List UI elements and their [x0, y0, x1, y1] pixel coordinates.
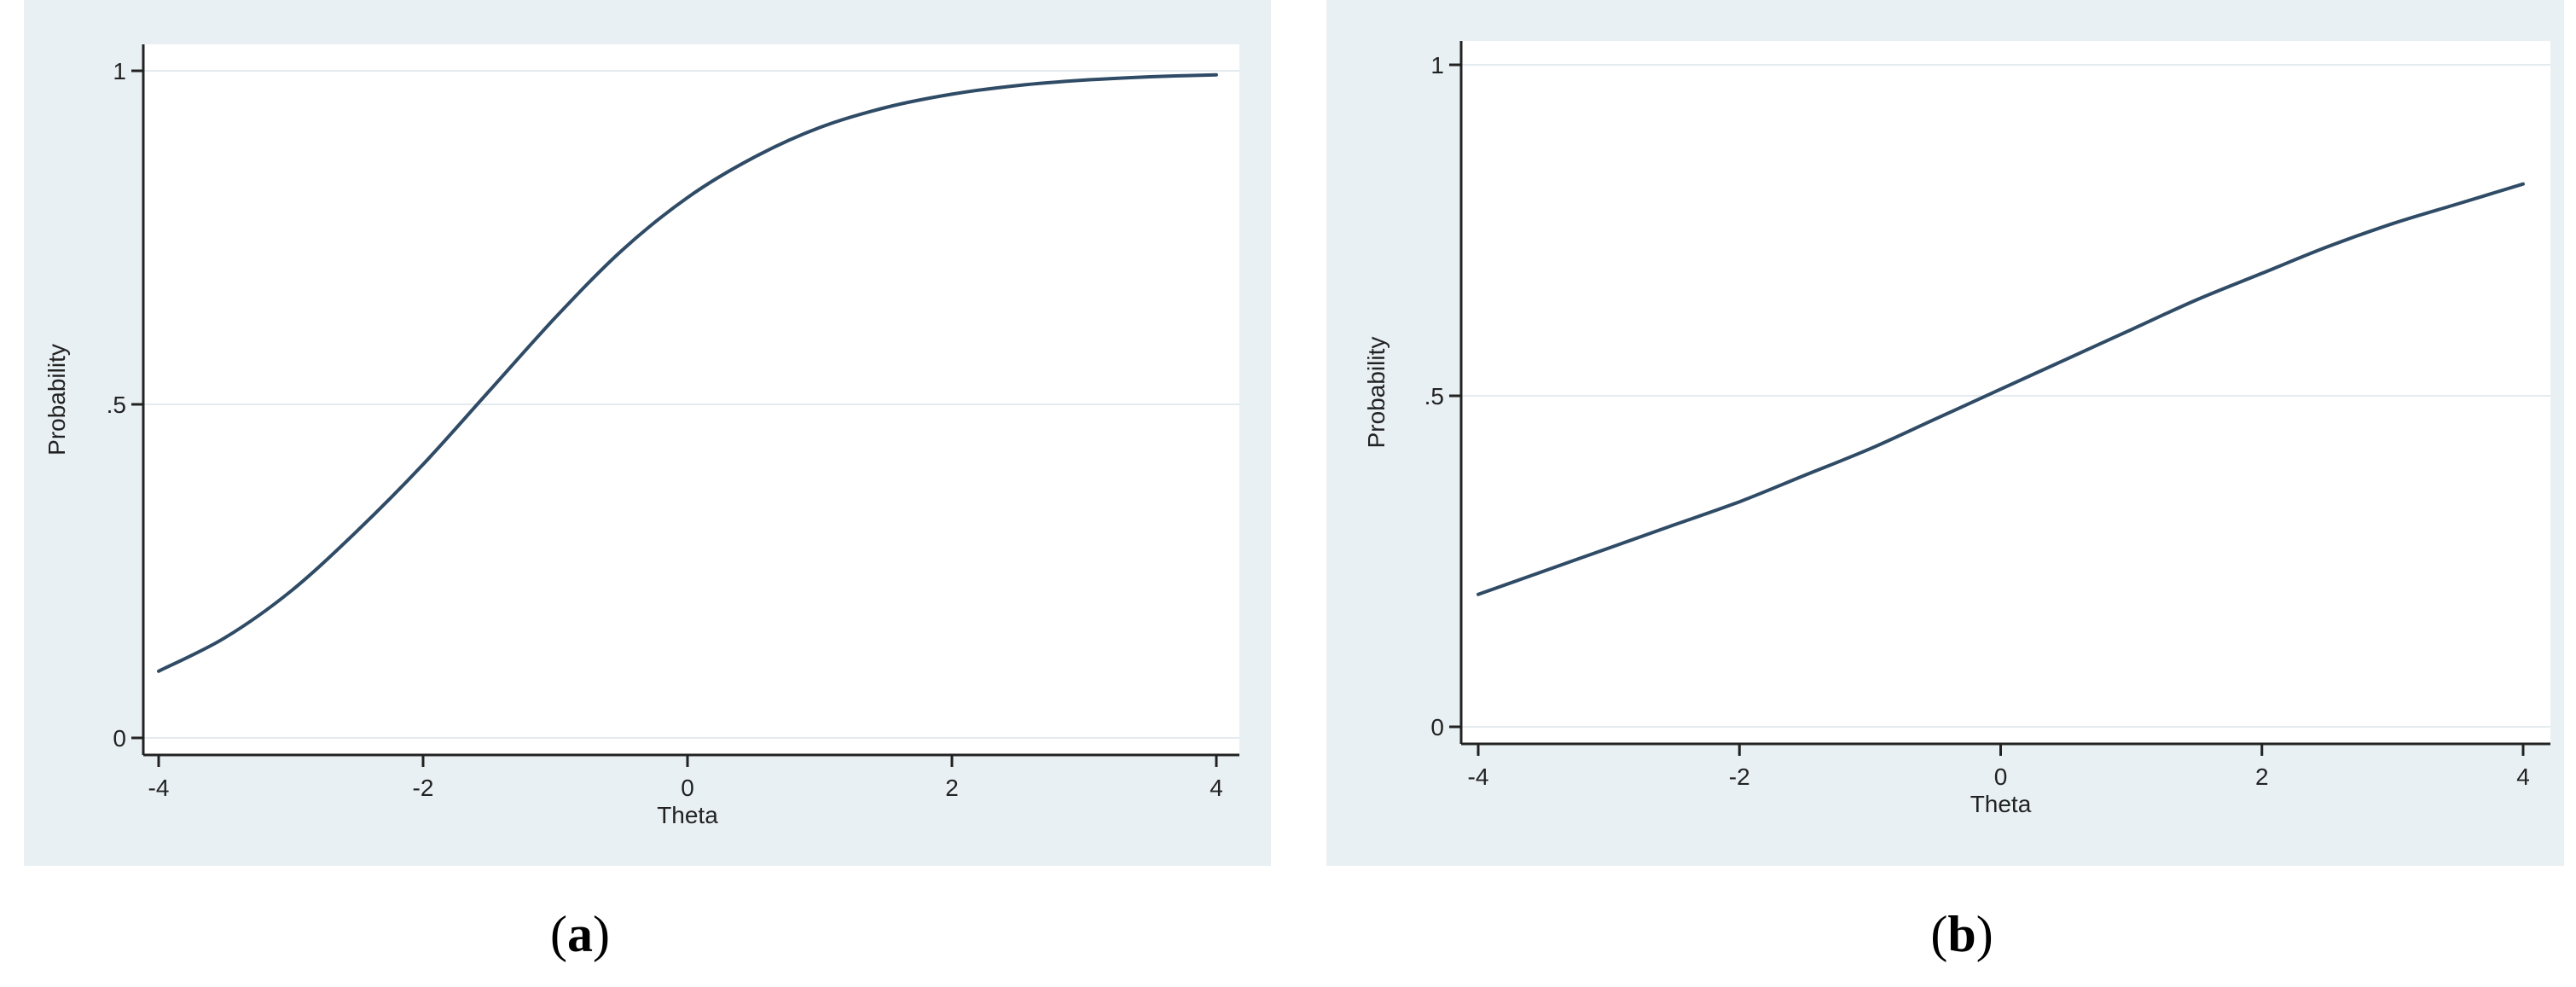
- probability-curve: [157, 73, 1218, 673]
- y-axis-title: Probability: [1363, 337, 1390, 449]
- x-tick-label: -2: [413, 775, 434, 801]
- chart-svg-b: 0 .5 1 -4 -2 0 2 4 Theta Probability: [1363, 41, 2550, 817]
- x-tick-label: 0: [681, 775, 694, 801]
- x-tick-label: 4: [2516, 763, 2530, 790]
- y-tick-label: 0: [1430, 714, 1444, 740]
- y-tick-label: 0: [113, 725, 126, 752]
- caption-b: (b): [1930, 906, 1993, 962]
- x-tick-label: 2: [945, 775, 959, 801]
- chart-panel-b: 0 .5 1 -4 -2 0 2 4 Theta Probability: [1326, 0, 2564, 866]
- y-tick-label: 1: [113, 58, 126, 84]
- chart-svg-a: 0 .5 1 -4 -2 0 2 4 Theta Probability: [44, 44, 1239, 828]
- x-axis-title: Theta: [1970, 791, 2032, 817]
- y-axis-title: Probability: [44, 344, 70, 456]
- x-tick-label: -4: [1468, 763, 1489, 790]
- x-tick-label: 0: [1994, 763, 2008, 790]
- x-tick-label: -2: [1729, 763, 1750, 790]
- chart-panel-a: 0 .5 1 -4 -2 0 2 4 Theta Probability: [24, 0, 1271, 866]
- caption-letter-a: a: [567, 906, 593, 962]
- y-tick-label: .5: [1424, 383, 1444, 409]
- y-tick-label: 1: [1430, 52, 1444, 78]
- plot-region: [143, 44, 1239, 755]
- caption-a: (a): [550, 906, 610, 962]
- x-axis-title: Theta: [657, 802, 718, 828]
- y-tick-label: .5: [107, 392, 126, 418]
- probability-curve: [1477, 182, 2525, 596]
- caption-letter-b: b: [1947, 906, 1976, 962]
- x-tick-label: 2: [2255, 763, 2269, 790]
- x-tick-label: -4: [148, 775, 170, 801]
- x-tick-label: 4: [1210, 775, 1223, 801]
- plot-region: [1461, 41, 2550, 744]
